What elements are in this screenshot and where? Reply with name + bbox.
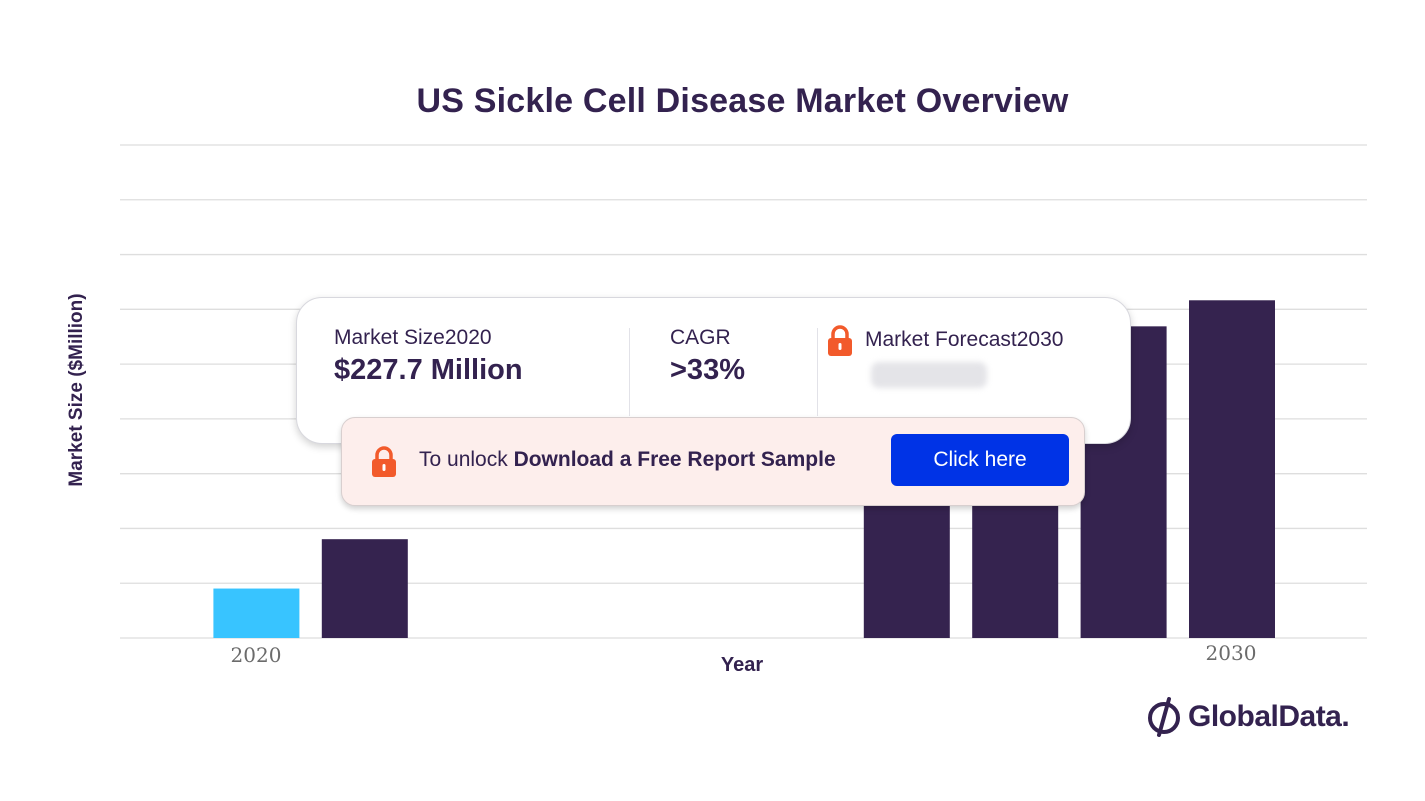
stat-divider bbox=[817, 328, 818, 416]
lock-icon bbox=[828, 325, 852, 356]
stat-divider bbox=[629, 328, 630, 416]
x-tick-label-last: 2030 bbox=[1205, 641, 1257, 665]
y-axis-label: Market Size ($Million) bbox=[66, 293, 87, 487]
bar-2022 bbox=[321, 539, 408, 638]
x-tick-label-first: 2020 bbox=[230, 643, 282, 667]
bar-2030 bbox=[1189, 300, 1275, 638]
cagr-value: >33% bbox=[670, 354, 745, 386]
x-axis-label: Year bbox=[720, 654, 764, 676]
globaldata-logo-icon bbox=[1148, 697, 1180, 737]
market-size-label: Market Size2020 bbox=[334, 326, 492, 349]
download-sample-link[interactable]: Download a Free Report Sample bbox=[513, 448, 836, 471]
unlock-prefix: To unlock bbox=[419, 448, 508, 471]
market-forecast-value-blurred bbox=[871, 362, 987, 388]
bar-2021 bbox=[213, 588, 300, 638]
market-forecast-stat: Market Forecast2030 bbox=[865, 328, 1063, 352]
unlock-text: To unlock Download a Free Report Sample bbox=[419, 448, 836, 472]
globaldata-logo: GlobalData. bbox=[1146, 697, 1350, 737]
click-here-button[interactable]: Click here bbox=[891, 434, 1069, 486]
market-size-value: $227.7 Million bbox=[334, 354, 523, 386]
cagr-label: CAGR bbox=[670, 326, 731, 349]
cagr-stat: CAGR >33% bbox=[670, 326, 745, 387]
market-forecast-label: Market Forecast2030 bbox=[865, 328, 1064, 351]
globaldata-logo-text: GlobalData. bbox=[1188, 700, 1350, 733]
chart-title: US Sickle Cell Disease Market Overview bbox=[416, 82, 1069, 120]
market-size-stat: Market Size2020 $227.7 Million bbox=[334, 326, 523, 387]
lock-icon bbox=[372, 446, 396, 477]
unlock-banner: To unlock Download a Free Report Sample … bbox=[341, 417, 1085, 506]
